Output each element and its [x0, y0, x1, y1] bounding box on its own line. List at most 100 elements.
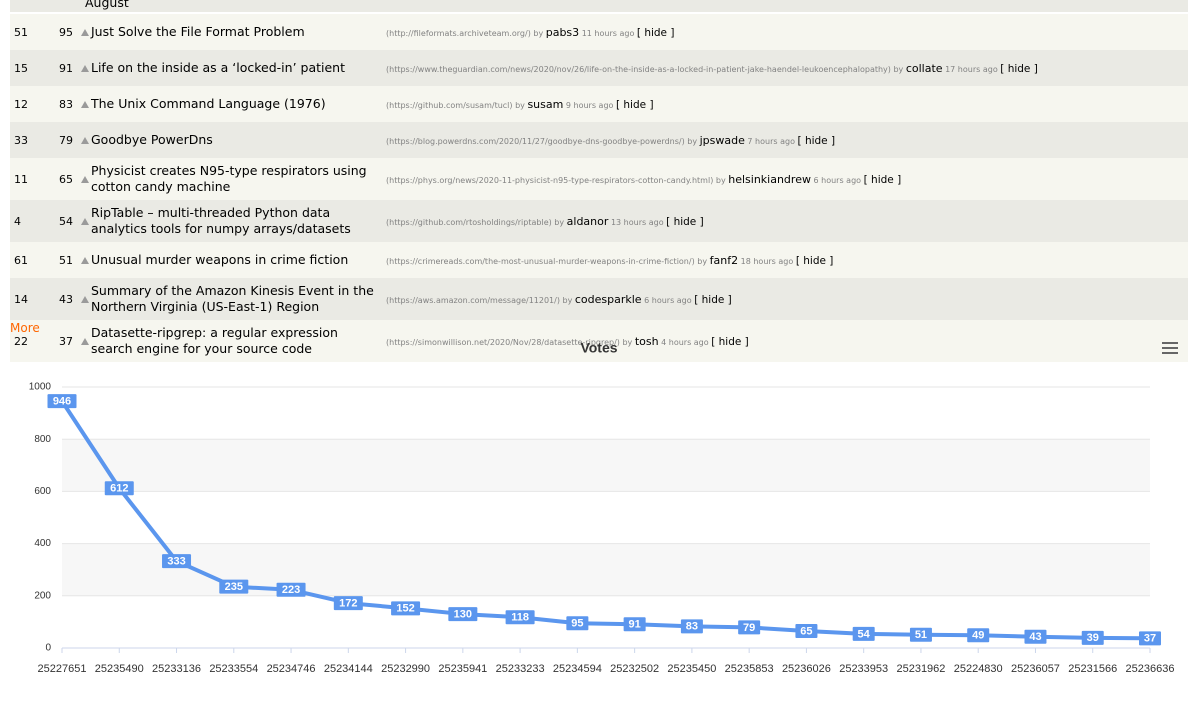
- x-tick-label: 25232990: [381, 663, 430, 675]
- upvote-icon[interactable]: [81, 29, 89, 36]
- hide-link[interactable]: [ hide ]: [863, 173, 902, 186]
- votes: 83: [59, 97, 73, 111]
- hide-link[interactable]: [ hide ]: [1000, 62, 1038, 75]
- story-title[interactable]: Datasette-ripgrep: a regular expression …: [91, 325, 338, 356]
- age: 7 hours ago: [747, 136, 795, 146]
- upvote-cell: [77, 278, 89, 320]
- url[interactable]: (https://blog.powerdns.com/2020/11/27/go…: [386, 136, 685, 146]
- x-tick-label: 25233953: [839, 663, 888, 675]
- user[interactable]: fanf2: [709, 253, 739, 267]
- x-tick-label: 25235490: [95, 663, 144, 675]
- url[interactable]: (https://github.com/susam/tucl): [386, 100, 513, 110]
- age: 18 hours ago: [740, 256, 794, 266]
- url[interactable]: (https://aws.amazon.com/message/11201/): [386, 295, 560, 305]
- story-title[interactable]: Life on the inside as a ‘locked-in’ pati…: [91, 60, 346, 75]
- votes: 95: [59, 25, 73, 39]
- data-label: 946: [53, 396, 71, 408]
- upvote-cell: [77, 158, 89, 200]
- x-tick-label: 25236636: [1126, 663, 1175, 675]
- url[interactable]: (https://github.com/rtosholdings/riptabl…: [386, 217, 552, 227]
- meta: (https://aws.amazon.com/message/11201/) …: [382, 278, 1188, 320]
- partial-title[interactable]: August: [85, 0, 129, 10]
- story-row: 51 95 Just Solve the File Format Problem (h…: [10, 14, 1188, 50]
- data-label-box: [1081, 630, 1104, 645]
- y-tick-label: 800: [34, 434, 51, 445]
- y-tick-label: 600: [34, 486, 51, 497]
- upvote-icon[interactable]: [81, 338, 89, 345]
- plot-band: [62, 439, 1150, 492]
- y-tick-label: 200: [34, 590, 51, 601]
- user[interactable]: pabs3: [545, 25, 580, 39]
- arrow: [81, 29, 89, 36]
- data-label-box: [448, 607, 478, 622]
- by: by: [515, 100, 525, 110]
- x-tick-label: 25235450: [667, 663, 716, 675]
- story-title[interactable]: Summary of the Amazon Kinesis Event in t…: [91, 283, 374, 314]
- url[interactable]: (https://phys.org/news/2020-11-physicist…: [386, 175, 714, 185]
- user[interactable]: collate: [905, 61, 943, 75]
- url[interactable]: (http://fileformats.archiveteam.org/): [386, 28, 531, 38]
- user[interactable]: helsinkiandrew: [728, 172, 811, 186]
- data-label: 91: [629, 619, 641, 631]
- hide-link[interactable]: [ hide ]: [636, 26, 675, 39]
- url[interactable]: (https://www.theguardian.com/news/2020/n…: [386, 64, 891, 74]
- data-label: 39: [1087, 632, 1099, 644]
- age: 6 hours ago: [813, 175, 862, 185]
- menu-icon[interactable]: [1162, 342, 1178, 354]
- user[interactable]: codesparkle: [574, 292, 642, 306]
- arrow: [81, 218, 89, 225]
- data-label-box: [909, 627, 932, 642]
- hide-link[interactable]: [ hide ]: [694, 293, 732, 306]
- data-label: 223: [282, 584, 300, 596]
- x-tick-label: 25224830: [954, 663, 1003, 675]
- upvote-icon[interactable]: [81, 176, 89, 183]
- rank: 14: [14, 292, 28, 306]
- story-row: 22 37 Datasette-ripgrep: a regular express…: [10, 320, 1188, 362]
- story-title[interactable]: Goodbye PowerDns: [91, 132, 213, 147]
- data-label-box: [680, 619, 703, 634]
- story-title[interactable]: RipTable – multi-threaded Python data an…: [91, 205, 351, 236]
- more-link[interactable]: More: [10, 321, 40, 335]
- story-title[interactable]: Physicist creates N95-type respirators u…: [91, 163, 367, 194]
- url[interactable]: (https://simonwillison.net/2020/Nov/28/d…: [386, 337, 620, 347]
- arrow: [81, 65, 89, 72]
- votes: 91: [59, 61, 73, 75]
- x-tick-label: 25231962: [896, 663, 945, 675]
- upvote-icon[interactable]: [81, 257, 89, 264]
- chart-title: Votes: [580, 340, 617, 356]
- hide-link[interactable]: [ hide ]: [711, 335, 749, 348]
- data-label: 333: [167, 555, 185, 567]
- upvote-icon[interactable]: [81, 296, 89, 303]
- data-label-box: [104, 481, 134, 496]
- upvote-icon[interactable]: [81, 137, 89, 144]
- rank: 12: [14, 97, 28, 111]
- hide-link[interactable]: [ hide ]: [615, 98, 654, 111]
- user[interactable]: jpswade: [699, 133, 745, 147]
- user[interactable]: tosh: [634, 334, 659, 348]
- upvote-cell: [77, 50, 89, 86]
- hide-link[interactable]: [ hide ]: [666, 215, 704, 228]
- rank: 61: [14, 253, 28, 267]
- upvote-icon[interactable]: [81, 218, 89, 225]
- story-title[interactable]: The Unix Command Language (1976): [91, 96, 326, 111]
- hide-link[interactable]: [ hide ]: [797, 134, 836, 147]
- upvote-icon[interactable]: [81, 65, 89, 72]
- story-title[interactable]: Just Solve the File Format Problem: [91, 24, 305, 39]
- upvote-icon[interactable]: [81, 101, 89, 108]
- url[interactable]: (https://crimereads.com/the-most-unusual…: [386, 256, 695, 266]
- data-label: 79: [743, 622, 755, 634]
- votes: 43: [59, 292, 73, 306]
- data-label: 51: [915, 629, 927, 641]
- user[interactable]: aldanor: [566, 214, 609, 228]
- hide-link[interactable]: [ hide ]: [795, 254, 834, 267]
- by: by: [893, 64, 904, 74]
- y-tick-label: 1000: [29, 382, 52, 393]
- arrow: [81, 101, 89, 108]
- data-label: 130: [454, 608, 472, 620]
- meta: (https://blog.powerdns.com/2020/11/27/go…: [382, 122, 1188, 158]
- rank: 15: [14, 61, 28, 75]
- user[interactable]: susam: [527, 97, 564, 111]
- story-title[interactable]: Unusual murder weapons in crime fiction: [91, 252, 349, 267]
- rank: 51: [14, 25, 28, 39]
